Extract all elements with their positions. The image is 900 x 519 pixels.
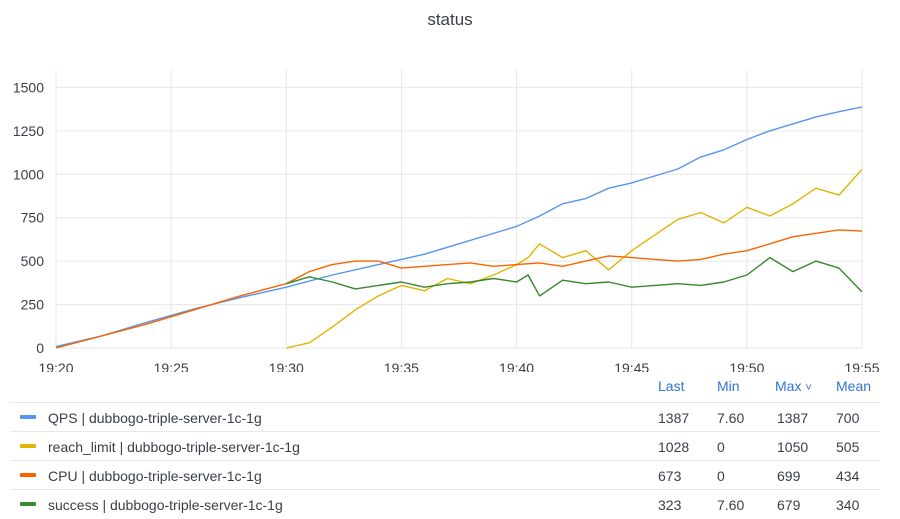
legend-min-value: 0: [717, 439, 725, 455]
series-color-swatch[interactable]: [20, 473, 36, 477]
y-tick-label: 250: [21, 297, 45, 313]
legend-last-value: 673: [658, 468, 682, 484]
series-name[interactable]: reach_limit | dubbogo-triple-server-1c-1…: [48, 439, 300, 455]
legend-mean-value: 700: [836, 410, 860, 426]
legend-max-value: 1387: [777, 410, 809, 426]
legend-max-value: 1050: [777, 439, 809, 455]
y-tick-label: 750: [21, 210, 45, 226]
x-tick-label: 19:20: [38, 360, 73, 372]
y-tick-label: 1250: [13, 123, 44, 139]
legend-last-value: 323: [658, 497, 682, 513]
x-tick-label: 19:45: [614, 360, 649, 372]
legend-header-max[interactable]: Max ˅: [775, 378, 812, 394]
legend-row-success[interactable]: success | dubbogo-triple-server-1c-1g 32…: [10, 489, 880, 519]
legend-min-value: 7.60: [717, 410, 745, 426]
y-tick-label: 1000: [13, 166, 44, 182]
series-name[interactable]: success | dubbogo-triple-server-1c-1g: [48, 497, 283, 513]
line-chart: 0 250 500 750 1000 1250 1500 19:20 19:25 19:30 19:…: [13, 70, 880, 372]
legend-min-value: 0: [717, 468, 725, 484]
legend-header-min[interactable]: Min: [717, 378, 740, 394]
legend-row-reach-limit[interactable]: reach_limit | dubbogo-triple-server-1c-1…: [10, 431, 880, 461]
legend-row-qps[interactable]: QPS | dubbogo-triple-server-1c-1g 1387 7…: [10, 402, 880, 432]
series-line[interactable]: [55, 106, 863, 348]
series-line[interactable]: [286, 168, 863, 349]
legend-header-max-label: Max: [775, 378, 802, 394]
y-tick-label: 500: [21, 253, 45, 269]
x-tick-label: 19:35: [384, 360, 419, 372]
series-name[interactable]: CPU | dubbogo-triple-server-1c-1g: [48, 468, 262, 484]
x-tick-label: 19:30: [269, 360, 304, 372]
legend-mean-value: 505: [836, 439, 860, 455]
legend-mean-value: 434: [836, 468, 860, 484]
series-line[interactable]: [55, 229, 863, 349]
x-tick-label: 19:50: [729, 360, 764, 372]
series-name[interactable]: QPS | dubbogo-triple-server-1c-1g: [48, 410, 262, 426]
series-color-swatch[interactable]: [20, 502, 36, 506]
y-tick-label: 0: [36, 340, 44, 356]
series-color-swatch[interactable]: [20, 415, 36, 419]
legend-row-cpu[interactable]: CPU | dubbogo-triple-server-1c-1g 673 0 …: [10, 460, 880, 490]
legend-header-mean[interactable]: Mean: [836, 378, 872, 394]
sort-descending-icon: ˅: [805, 382, 812, 394]
series-color-swatch[interactable]: [20, 444, 36, 448]
x-tick-label: 19:25: [154, 360, 189, 372]
legend-header-last[interactable]: Last: [658, 378, 685, 394]
y-tick-label: 1500: [13, 79, 44, 95]
legend-mean-value: 340: [836, 497, 860, 513]
legend-last-value: 1387: [658, 410, 690, 426]
x-tick-label: 19:55: [844, 360, 879, 372]
legend-min-value: 7.60: [717, 497, 745, 513]
panel-title[interactable]: status: [427, 10, 473, 29]
legend-max-value: 679: [777, 497, 801, 513]
legend-max-value: 699: [777, 468, 801, 484]
x-tick-label: 19:40: [499, 360, 534, 372]
series-line[interactable]: [286, 256, 863, 297]
legend-last-value: 1028: [658, 439, 690, 455]
